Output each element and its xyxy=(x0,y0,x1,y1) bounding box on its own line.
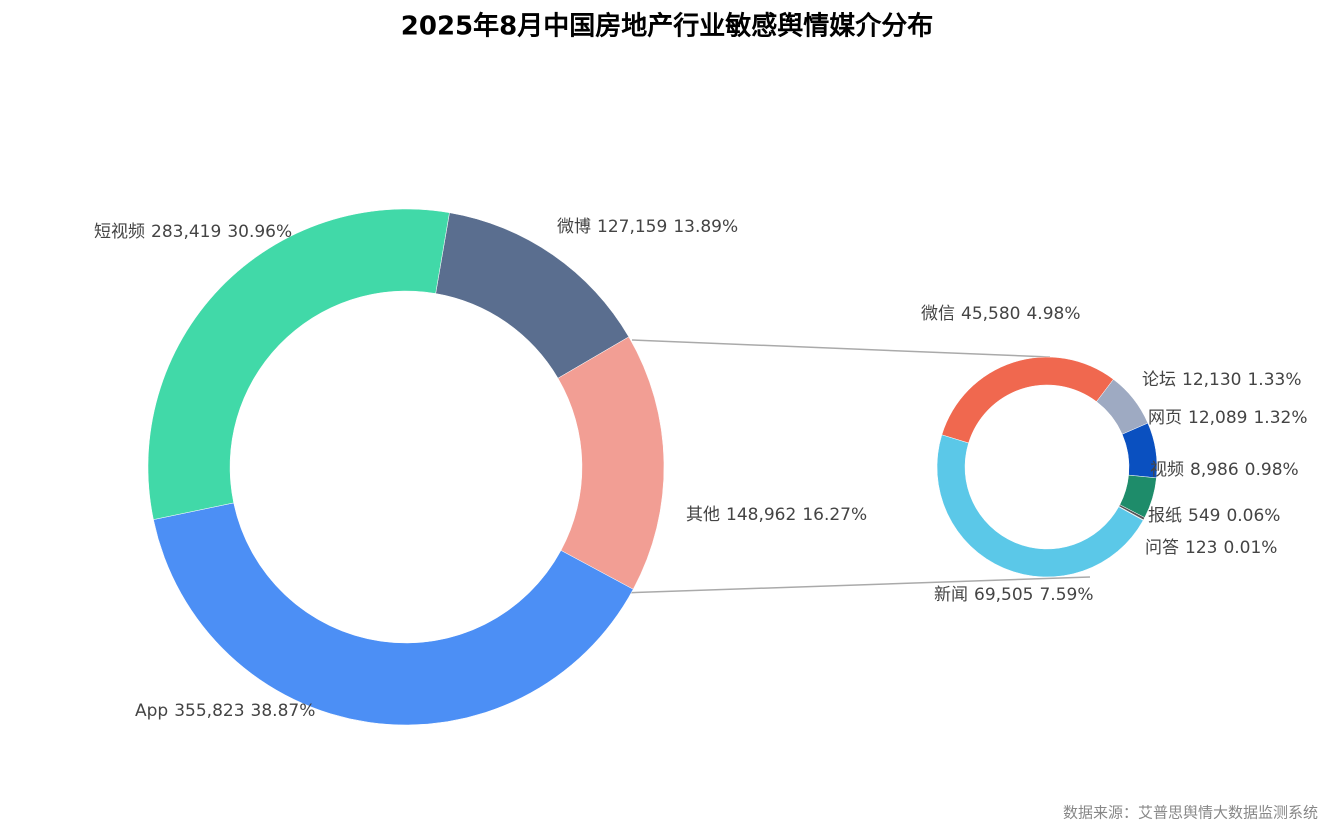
slice-name: 视频 xyxy=(1150,460,1184,480)
donut-slice xyxy=(153,502,634,726)
slice-value: 355,823 xyxy=(174,701,244,721)
slice-value: 12,089 xyxy=(1188,408,1247,428)
slice-label: 报纸 549 0.06% xyxy=(1148,506,1280,526)
donut-slice xyxy=(557,336,665,590)
donut-slice xyxy=(435,212,630,379)
slice-label: 微博 127,159 13.89% xyxy=(557,217,738,237)
slice-percent: 0.98% xyxy=(1245,460,1299,480)
donut-slice xyxy=(936,434,1144,578)
slice-value: 12,130 xyxy=(1182,370,1241,390)
slice-percent: 4.98% xyxy=(1026,304,1080,324)
slice-value: 148,962 xyxy=(726,505,796,525)
donut-slice xyxy=(941,356,1114,444)
slice-label: 新闻 69,505 7.59% xyxy=(934,585,1094,605)
slice-percent: 1.32% xyxy=(1253,408,1307,428)
slice-value: 123 xyxy=(1185,538,1217,558)
slice-value: 549 xyxy=(1188,506,1220,526)
slice-label: App 355,823 38.87% xyxy=(135,701,315,721)
slice-percent: 16.27% xyxy=(802,505,867,525)
slice-label: 短视频 283,419 30.96% xyxy=(94,222,292,242)
slice-percent: 38.87% xyxy=(251,701,316,721)
connector-line xyxy=(631,339,1051,358)
slice-label: 视频 8,986 0.98% xyxy=(1150,460,1299,480)
slice-percent: 0.06% xyxy=(1226,506,1280,526)
donut-slice xyxy=(147,208,450,520)
slice-label: 问答 123 0.01% xyxy=(1145,538,1277,558)
slice-name: 网页 xyxy=(1148,408,1182,428)
slice-name: 微博 xyxy=(557,217,591,237)
slice-label: 网页 12,089 1.32% xyxy=(1148,408,1308,428)
source-note: 数据来源：艾普思舆情大数据监测系统 xyxy=(1063,804,1318,822)
slice-name: 问答 xyxy=(1145,538,1179,558)
slice-name: 微信 xyxy=(921,304,955,324)
slice-value: 45,580 xyxy=(961,304,1020,324)
slice-name: 新闻 xyxy=(934,585,968,605)
slice-value: 8,986 xyxy=(1190,460,1239,480)
slice-value: 283,419 xyxy=(151,222,221,242)
slice-name: 短视频 xyxy=(94,222,145,242)
slice-label: 论坛 12,130 1.33% xyxy=(1142,370,1302,390)
slice-percent: 13.89% xyxy=(673,217,738,237)
slice-value: 69,505 xyxy=(974,585,1033,605)
slice-value: 127,159 xyxy=(597,217,667,237)
slice-name: 其他 xyxy=(686,505,720,525)
slice-name: App xyxy=(135,701,168,721)
connector-line xyxy=(621,576,1091,594)
chart-title: 2025年8月中国房地产行业敏感舆情媒介分布 xyxy=(401,11,933,42)
slice-percent: 7.59% xyxy=(1039,585,1093,605)
slice-percent: 1.33% xyxy=(1247,370,1301,390)
slice-label: 其他 148,962 16.27% xyxy=(686,505,867,525)
slice-name: 论坛 xyxy=(1142,370,1176,390)
slice-percent: 30.96% xyxy=(227,222,292,242)
slice-name: 报纸 xyxy=(1148,506,1182,526)
slice-percent: 0.01% xyxy=(1223,538,1277,558)
slice-label: 微信 45,580 4.98% xyxy=(921,304,1081,324)
